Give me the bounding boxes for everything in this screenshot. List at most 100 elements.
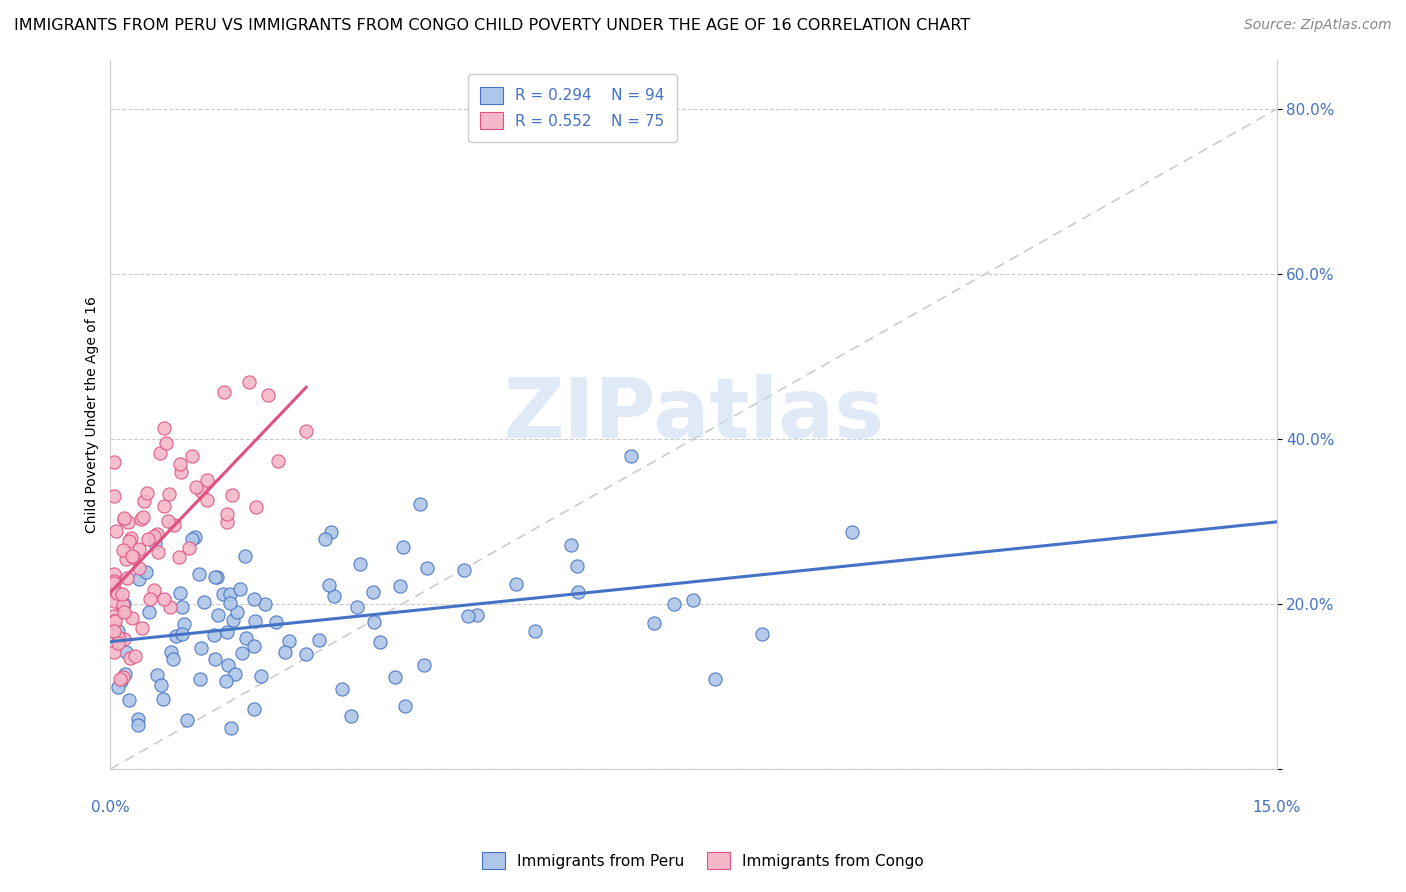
Point bbox=[103, 594, 125, 608]
Point bbox=[181, 532, 204, 546]
Point bbox=[128, 561, 150, 575]
Point bbox=[131, 510, 153, 524]
Point bbox=[180, 449, 202, 463]
Point bbox=[643, 616, 665, 631]
Point bbox=[127, 717, 149, 731]
Point bbox=[157, 514, 180, 528]
Point bbox=[121, 550, 143, 565]
Point bbox=[103, 489, 125, 503]
Point bbox=[264, 615, 287, 630]
Point bbox=[221, 487, 243, 501]
Point bbox=[138, 591, 160, 606]
Point bbox=[389, 579, 412, 593]
Point bbox=[412, 657, 434, 672]
Point bbox=[188, 672, 211, 686]
Point bbox=[143, 536, 166, 550]
Point bbox=[110, 674, 132, 689]
Point bbox=[166, 629, 188, 643]
Point bbox=[505, 577, 527, 591]
Point bbox=[111, 604, 134, 618]
Point bbox=[214, 385, 236, 400]
Point bbox=[162, 652, 184, 666]
Point bbox=[104, 614, 127, 628]
Point bbox=[219, 721, 242, 735]
Point bbox=[117, 516, 139, 530]
Point bbox=[115, 571, 138, 585]
Point bbox=[243, 592, 266, 607]
Point bbox=[346, 599, 368, 614]
Point bbox=[560, 538, 582, 552]
Point bbox=[321, 525, 343, 540]
Point bbox=[107, 630, 129, 644]
Point bbox=[228, 582, 250, 597]
Point bbox=[841, 524, 863, 539]
Point bbox=[267, 453, 290, 467]
Point bbox=[243, 614, 266, 628]
Point bbox=[169, 465, 191, 479]
Point bbox=[523, 624, 546, 638]
Point bbox=[184, 530, 207, 544]
Point bbox=[103, 455, 125, 469]
Point bbox=[169, 457, 191, 471]
Point bbox=[274, 645, 297, 659]
Point bbox=[218, 587, 240, 601]
Point bbox=[215, 673, 238, 688]
Point bbox=[295, 425, 318, 439]
Point bbox=[565, 559, 588, 574]
Point bbox=[155, 435, 177, 450]
Point bbox=[330, 682, 353, 697]
Point bbox=[157, 486, 180, 500]
Point bbox=[107, 635, 129, 649]
Point bbox=[277, 633, 299, 648]
Point bbox=[238, 376, 260, 390]
Point bbox=[131, 621, 153, 635]
Point bbox=[107, 680, 129, 694]
Legend: Immigrants from Peru, Immigrants from Congo: Immigrants from Peru, Immigrants from Co… bbox=[475, 846, 931, 875]
Point bbox=[111, 587, 134, 601]
Point bbox=[215, 515, 238, 529]
Point bbox=[148, 544, 170, 558]
Point bbox=[193, 595, 215, 609]
Point bbox=[112, 605, 135, 619]
Point bbox=[314, 532, 336, 546]
Point bbox=[249, 669, 271, 683]
Point bbox=[253, 597, 276, 611]
Point bbox=[308, 632, 330, 647]
Point bbox=[172, 626, 194, 640]
Point bbox=[103, 574, 125, 588]
Text: ZIPatlas: ZIPatlas bbox=[503, 374, 884, 455]
Point bbox=[112, 597, 135, 611]
Point bbox=[104, 524, 127, 538]
Point bbox=[682, 592, 704, 607]
Point bbox=[392, 540, 415, 554]
Point bbox=[128, 542, 150, 557]
Point bbox=[103, 614, 125, 628]
Point bbox=[177, 541, 200, 556]
Point bbox=[163, 518, 186, 533]
Point bbox=[150, 678, 173, 692]
Point bbox=[225, 605, 247, 619]
Point bbox=[361, 585, 384, 599]
Point bbox=[118, 534, 141, 549]
Point bbox=[146, 667, 169, 681]
Point bbox=[384, 670, 406, 684]
Point bbox=[127, 713, 149, 727]
Point bbox=[190, 641, 212, 656]
Point bbox=[128, 573, 150, 587]
Point bbox=[121, 549, 143, 563]
Point bbox=[121, 610, 143, 624]
Point bbox=[349, 557, 371, 571]
Point bbox=[219, 595, 242, 609]
Point bbox=[363, 615, 385, 630]
Text: 15.0%: 15.0% bbox=[1253, 799, 1301, 814]
Point bbox=[105, 586, 128, 600]
Point bbox=[112, 598, 135, 612]
Point bbox=[217, 657, 239, 672]
Point bbox=[169, 586, 191, 600]
Point bbox=[132, 494, 155, 508]
Point bbox=[233, 549, 256, 563]
Point bbox=[143, 582, 166, 597]
Point bbox=[120, 651, 142, 665]
Y-axis label: Child Poverty Under the Age of 16: Child Poverty Under the Age of 16 bbox=[86, 296, 100, 533]
Point bbox=[173, 617, 195, 632]
